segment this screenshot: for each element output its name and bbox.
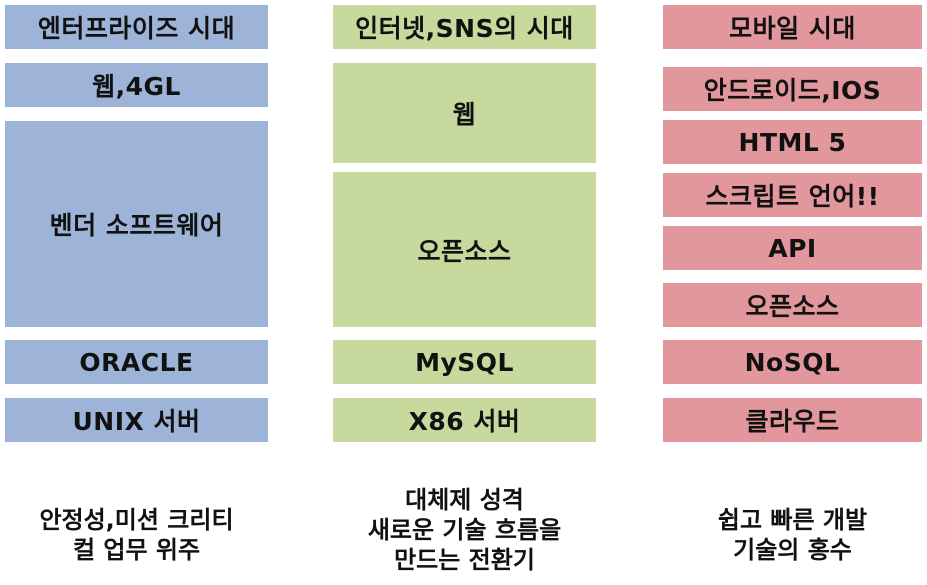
col2-layer-open-source: 오픈소스: [333, 172, 596, 327]
col2-caption-line: 만드는 전환기: [394, 546, 535, 574]
col3-caption-line: 기술의 홍수: [733, 536, 852, 564]
col3-layer-open-source: 오픈소스: [663, 283, 922, 327]
col1-layer-unix-server: UNIX 서버: [5, 398, 268, 442]
col3-caption: 쉽고 빠른 개발 기술의 홍수: [663, 505, 922, 565]
col1-caption-line: 컬 업무 위주: [72, 536, 201, 564]
col2-title: 인터넷,SNS의 시대: [333, 5, 596, 49]
col3-title: 모바일 시대: [663, 5, 922, 49]
col3-layer-android-ios: 안드로이드,IOS: [663, 67, 922, 111]
col2-caption-line: 대체제 성격: [405, 486, 524, 514]
col2-caption: 대체제 성격 새로운 기술 흐름을 만드는 전환기: [333, 485, 596, 575]
col1-layer-web-4gl: 웹,4GL: [5, 63, 268, 107]
col3-layer-api: API: [663, 226, 922, 270]
col1-layer-vendor-software: 벤더 소프트웨어: [5, 121, 268, 327]
col1-caption-line: 안정성,미션 크리티: [39, 506, 234, 534]
col3-caption-line: 쉽고 빠른 개발: [717, 506, 868, 534]
col3-layer-cloud: 클라우드: [663, 398, 922, 442]
col2-layer-x86-server: X86 서버: [333, 398, 596, 442]
col2-caption-line: 새로운 기술 흐름을: [367, 516, 562, 544]
col3-layer-html5: HTML 5: [663, 120, 922, 164]
col3-layer-script-language: 스크립트 언어!!: [663, 173, 922, 217]
col1-title: 엔터프라이즈 시대: [5, 5, 268, 49]
col1-layer-oracle: ORACLE: [5, 340, 268, 384]
col1-caption: 안정성,미션 크리티 컬 업무 위주: [5, 505, 268, 565]
col2-layer-mysql: MySQL: [333, 340, 596, 384]
col2-layer-web: 웹: [333, 63, 596, 163]
col3-layer-nosql: NoSQL: [663, 340, 922, 384]
